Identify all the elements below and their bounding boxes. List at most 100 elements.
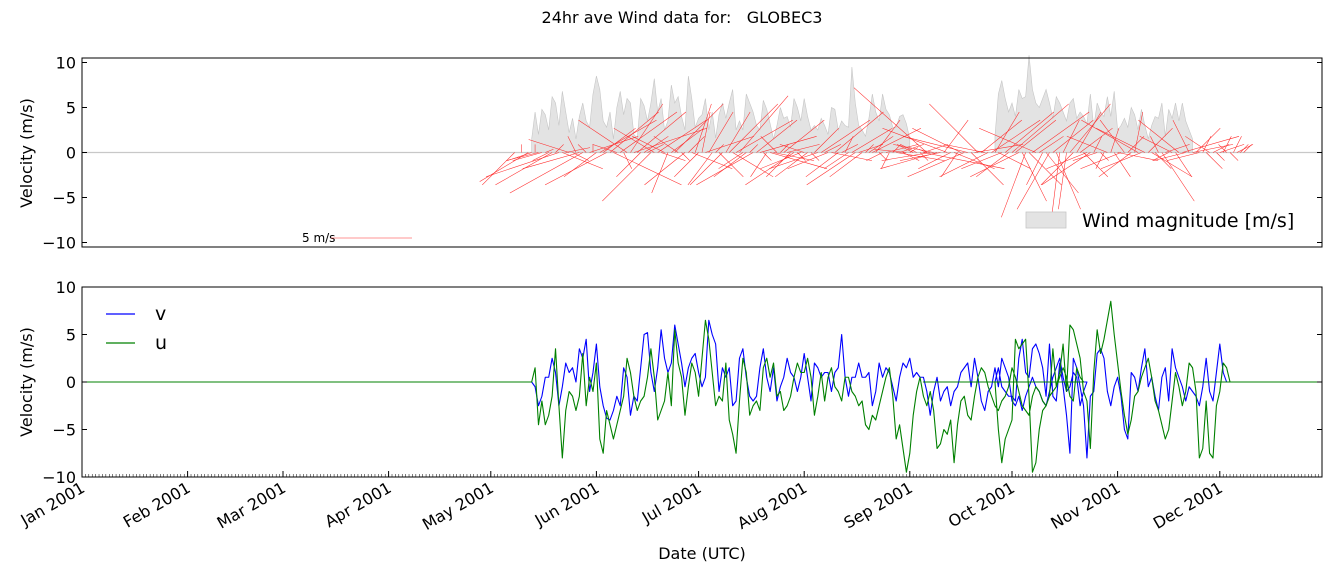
wind-stick [881,152,931,161]
wind-stick [882,127,948,153]
top-y-axis-label: Velocity (m/s) [17,98,36,208]
wind-stick [929,103,979,153]
wind-stick [1229,152,1239,161]
wind-stick [991,119,1041,153]
wind-stick [713,152,747,178]
bottom-x-tick-label: Jun 2001 [531,478,603,530]
wind-stick [1005,111,1054,153]
wind-stick [853,87,928,153]
wind-stick [814,128,839,153]
wind-stick [868,136,894,153]
wind-stick [1195,128,1221,153]
wind-stick [851,127,893,153]
wind-stick [1058,152,1067,210]
bottom-y-tick-label: 5 [66,326,76,345]
series-line-v [82,319,1322,459]
bottom-x-tick-label: Feb 2001 [120,478,194,532]
bottom-x-tick-label: Mar 2001 [214,478,289,532]
wind-stick [961,152,1002,169]
top-panel: 10 5 0 −5 −10 Velocity (m/s) 5 m/s Wind magn… [17,54,1323,253]
wind-stick [485,152,560,178]
wind-stick [1081,119,1139,153]
wind-stick [779,144,805,153]
wind-stick [1095,152,1105,169]
wind-stick [1079,127,1113,153]
wind-stick [923,152,1005,169]
wind-stick [900,144,917,153]
wind-stick [1148,128,1173,153]
wind-stick [545,149,554,153]
bottom-x-tick-label: Aug 2001 [734,478,810,533]
wind-stick [1172,119,1190,153]
wind-stick [616,152,641,177]
wind-stick [1098,152,1132,178]
wind-stick [994,111,1020,153]
wind-stick [613,127,655,153]
wind-stick [1040,152,1074,186]
wind-stick [902,136,968,153]
wind-stick [671,127,704,153]
wind-stick [696,152,754,186]
wind-stick [875,119,901,153]
bottom-x-ticks: Jan 2001 Feb 2001 Mar 2001 Apr 2001 May 2001… [17,471,1323,534]
wind-stick [1080,152,1122,169]
wind-stick [563,152,597,178]
wind-stick [1032,111,1090,153]
top-y-tick-label: 0 [66,144,76,163]
bottom-x-axis-label: Date (UTC) [658,544,746,563]
wind-stick [689,152,723,186]
wind-stick [1015,119,1057,153]
bottom-legend: v u [106,303,167,354]
legend-label-v: v [155,303,166,325]
wind-stick [902,152,920,161]
wind-stick [661,152,686,161]
wind-stick [681,152,690,161]
bottom-plot-area [82,300,1322,473]
bottom-x-tick-label: Apr 2001 [321,478,394,531]
wind-stick [718,152,744,169]
wind-stick [603,127,636,153]
wind-stick [623,152,632,169]
wind-stick [1056,152,1081,210]
wind-stick [643,136,669,153]
wind-stick [609,111,659,153]
wind-stick [1110,128,1120,153]
bottom-x-tick-label: Oct 2001 [945,478,1018,531]
wind-stick [1045,152,1079,194]
wind-stick [944,144,985,153]
wind-stick [899,144,924,153]
wind-stick [1153,152,1186,161]
wind-stick [1026,152,1043,186]
wind-stick [873,148,907,153]
wind-stick [1001,152,1026,218]
wind-stick [602,152,652,202]
wind-stick [657,119,707,153]
wind-stick [1138,119,1180,153]
wind-stick [544,152,607,186]
wind-stick [599,119,657,153]
series-line-u [82,300,1322,473]
wind-stick [482,152,515,186]
wind-stick [831,152,873,161]
wind-stick [787,152,829,169]
wind-stick [1134,111,1144,153]
wind-stick [506,152,539,161]
wind-stick [998,152,1031,169]
wind-stick [834,111,884,153]
wind-stick [1243,144,1252,153]
wind-stick [691,152,733,169]
wind-stick [1046,152,1088,169]
wind-stick [821,119,870,153]
wind-stick [509,152,583,194]
top-y-tick-label: 5 [66,99,76,118]
wind-stick [532,152,549,161]
wind-stick [567,136,577,153]
wind-stick [797,152,806,161]
wind-stick [1216,152,1225,161]
wind-stick [976,152,1009,178]
wind-stick [1052,119,1094,153]
wind-stick [1161,152,1195,202]
wind-stick [760,136,778,153]
wind-stick [750,152,767,177]
wind-stick [1233,136,1242,153]
